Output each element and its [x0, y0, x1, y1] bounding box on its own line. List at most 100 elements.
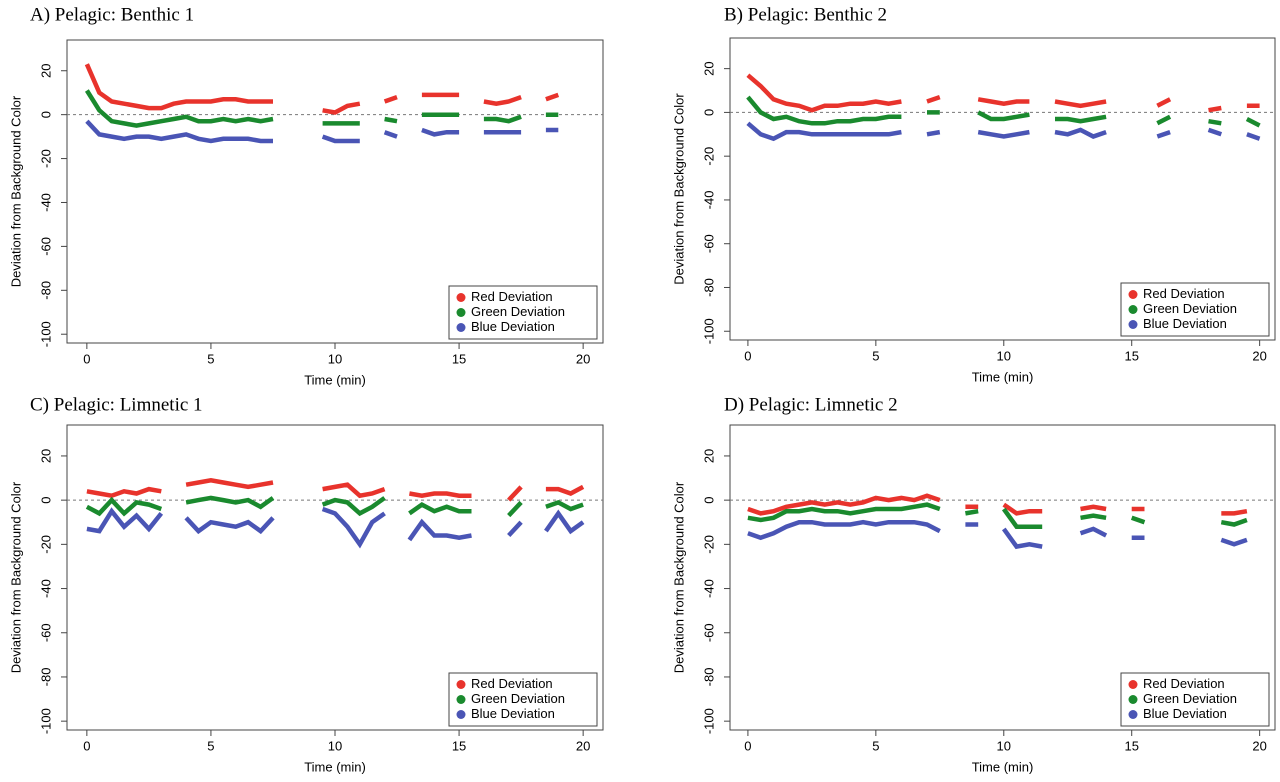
- legend-swatch: [456, 695, 466, 704]
- panel-title: A) Pelagic: Benthic 1: [30, 4, 194, 25]
- series-line: [86, 478, 585, 502]
- legend-swatch: [456, 308, 466, 317]
- series-line: [747, 519, 1248, 550]
- y-axis-label: Deviation from Background Color: [8, 95, 23, 287]
- y-tick-label: 20: [701, 449, 716, 463]
- legend-swatch: [1128, 710, 1138, 719]
- y-tick-label: 0: [701, 497, 716, 504]
- legend-label: Blue Deviation: [1143, 706, 1227, 721]
- panel-title: C) Pelagic: Limnetic 1: [30, 394, 203, 415]
- y-tick-label: 20: [38, 64, 53, 78]
- x-tick-label: 10: [997, 348, 1011, 363]
- legend-label: Green Deviation: [1143, 301, 1237, 316]
- legend-label: Red Deviation: [1143, 286, 1225, 301]
- legend-swatch: [1128, 695, 1138, 704]
- panel-title: D) Pelagic: Limnetic 2: [724, 394, 898, 415]
- y-tick-label: -80: [701, 668, 716, 687]
- x-tick-label: 0: [744, 738, 751, 753]
- y-tick-label: 20: [701, 61, 716, 75]
- x-tick-label: 10: [328, 738, 342, 753]
- y-tick-label: -40: [38, 193, 53, 212]
- legend-label: Blue Deviation: [471, 706, 555, 721]
- legend-label: Red Deviation: [471, 289, 553, 304]
- legend-swatch: [1128, 320, 1138, 329]
- series-line: [85, 119, 559, 144]
- y-tick-label: -100: [701, 318, 716, 344]
- legend-swatch: [1128, 290, 1138, 299]
- legend-swatch: [456, 293, 466, 302]
- y-tick-label: -20: [38, 535, 53, 554]
- x-axis-label: Time (min): [972, 369, 1034, 384]
- series-line: [86, 506, 585, 549]
- x-tick-label: 15: [1124, 738, 1138, 753]
- legend-swatch: [456, 323, 466, 332]
- x-tick-label: 15: [452, 351, 466, 366]
- x-tick-label: 5: [207, 351, 214, 366]
- y-tick-label: -40: [38, 579, 53, 598]
- y-axis-label: Deviation from Background Color: [671, 481, 686, 673]
- plot-frame: [729, 37, 1276, 341]
- legend-label: Green Deviation: [471, 691, 565, 706]
- x-tick-label: 10: [997, 738, 1011, 753]
- legend-swatch: [1128, 305, 1138, 314]
- x-tick-label: 5: [872, 738, 879, 753]
- x-tick-label: 0: [744, 348, 751, 363]
- legend-swatch: [456, 680, 466, 689]
- x-tick-label: 15: [1124, 348, 1138, 363]
- legend-box: [448, 285, 598, 340]
- y-tick-label: -20: [38, 149, 53, 168]
- y-tick-label: 0: [701, 109, 716, 116]
- legend-label: Green Deviation: [1143, 691, 1237, 706]
- series-line: [747, 502, 1248, 529]
- y-tick-label: -100: [38, 321, 53, 347]
- y-tick-label: -60: [701, 234, 716, 253]
- legend-box: [1120, 672, 1270, 727]
- x-tick-label: 10: [328, 351, 342, 366]
- legend-label: Green Deviation: [471, 304, 565, 319]
- panel-title: B) Pelagic: Benthic 2: [724, 4, 887, 25]
- panel: D) Pelagic: Limnetic 2 0 5 10 15 20 -100 -80 -60…: [671, 394, 1276, 774]
- legend-box: [448, 672, 598, 727]
- x-tick-label: 5: [872, 348, 879, 363]
- y-tick-label: -100: [701, 708, 716, 734]
- x-axis-label: Time (min): [304, 759, 366, 774]
- panel: C) Pelagic: Limnetic 1 0 5 10 15 20 -100 -80 -60…: [8, 394, 604, 774]
- y-tick-label: -60: [701, 623, 716, 642]
- x-axis-label: Time (min): [972, 759, 1034, 774]
- x-tick-label: 0: [83, 351, 90, 366]
- y-tick-label: -40: [701, 579, 716, 598]
- series-line: [746, 121, 1261, 142]
- legend-label: Red Deviation: [471, 676, 553, 691]
- x-tick-label: 0: [83, 738, 90, 753]
- y-tick-label: -20: [701, 147, 716, 166]
- x-tick-label: 20: [576, 351, 590, 366]
- x-axis-label: Time (min): [304, 372, 366, 387]
- y-tick-label: -100: [38, 708, 53, 734]
- legend-swatch: [1128, 680, 1138, 689]
- series-line: [84, 63, 560, 115]
- y-tick-label: -80: [38, 281, 53, 300]
- x-tick-label: 20: [1252, 348, 1266, 363]
- y-tick-label: -80: [38, 668, 53, 687]
- y-tick-label: -60: [38, 237, 53, 256]
- legend-label: Red Deviation: [1143, 676, 1225, 691]
- series-line: [85, 495, 584, 518]
- legend-swatch: [456, 710, 466, 719]
- legend-label: Blue Deviation: [1143, 316, 1227, 331]
- y-tick-label: 0: [38, 497, 53, 504]
- series-line: [747, 493, 1248, 516]
- y-tick-label: -40: [701, 191, 716, 210]
- x-tick-label: 20: [576, 738, 590, 753]
- y-axis-label: Deviation from Background Color: [8, 481, 23, 673]
- x-tick-label: 15: [452, 738, 466, 753]
- y-tick-label: 0: [38, 111, 53, 118]
- legend-box: [1120, 282, 1270, 337]
- series-line: [746, 73, 1260, 113]
- panel: A) Pelagic: Benthic 1 0 5 10 15 20 -100 -80 -60 -…: [8, 4, 604, 387]
- y-tick-label: 20: [38, 449, 53, 463]
- x-tick-label: 5: [207, 738, 214, 753]
- x-tick-label: 20: [1252, 738, 1266, 753]
- panel: B) Pelagic: Benthic 2 0 5 10 15 20 -100 -80 -60 -…: [671, 4, 1276, 384]
- y-tick-label: -60: [38, 623, 53, 642]
